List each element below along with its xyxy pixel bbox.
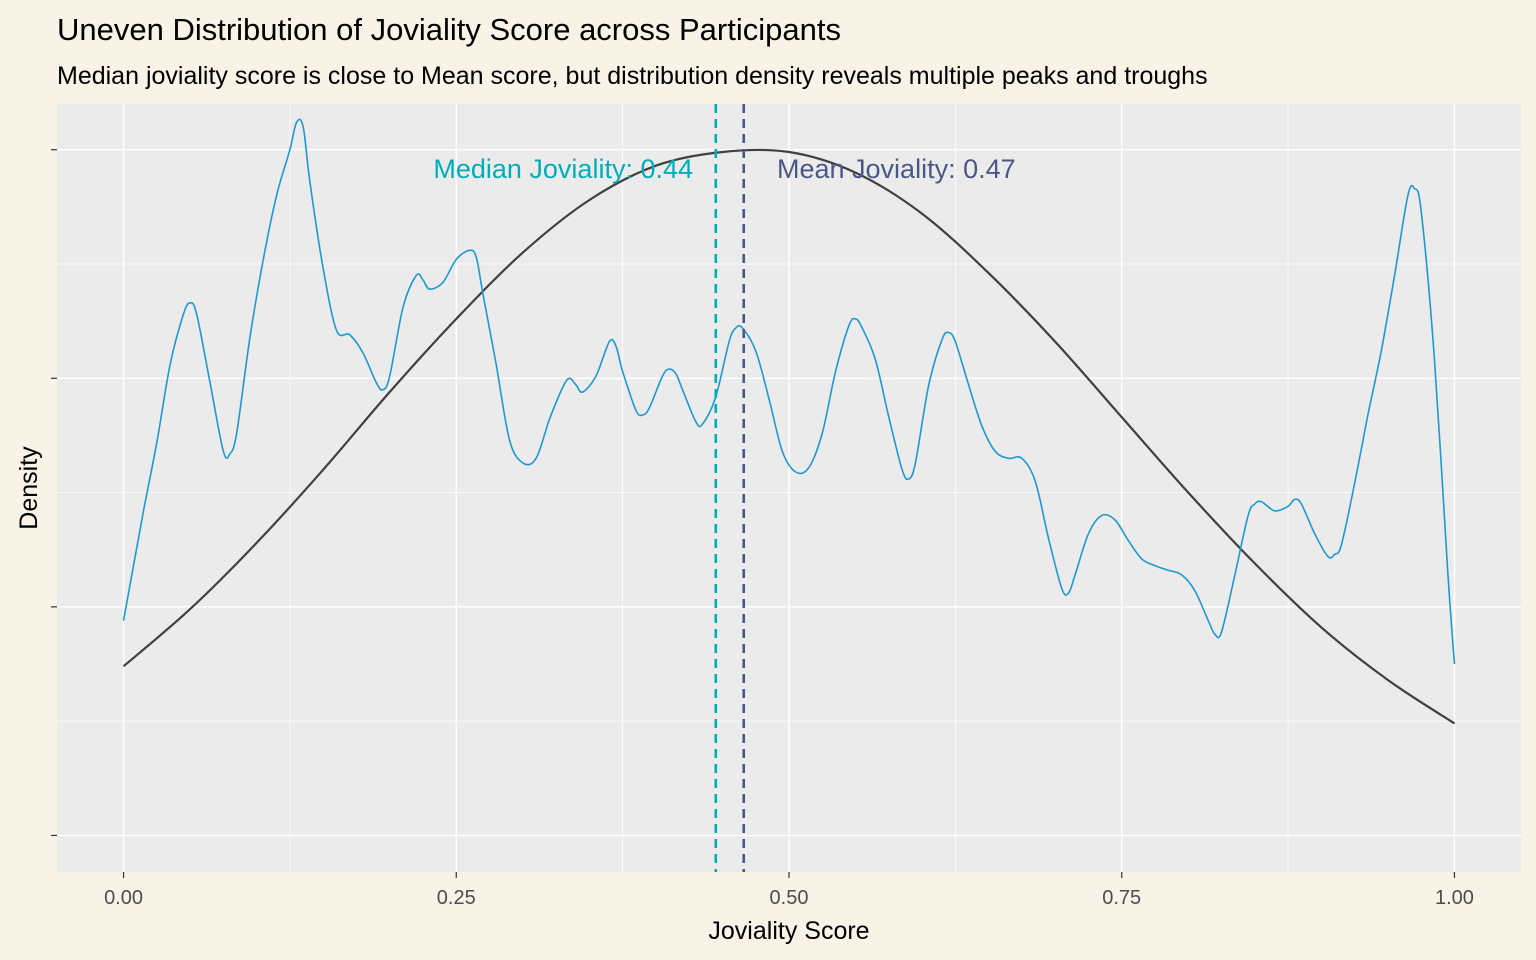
chart-subtitle: Median joviality score is close to Mean … xyxy=(57,62,1208,90)
x-tick-label: 0.75 xyxy=(1102,887,1141,909)
mean-label: Mean Joviality: 0.47 xyxy=(777,154,1016,184)
median-label: Median Joviality: 0.44 xyxy=(433,154,693,184)
x-tick-label: 0.00 xyxy=(104,887,143,909)
x-tick-label: 0.25 xyxy=(437,887,476,909)
y-axis xyxy=(51,149,57,837)
x-axis-title: Joviality Score xyxy=(708,917,869,945)
normal-curve-line xyxy=(122,148,1456,725)
y-axis-title: Density xyxy=(15,446,43,530)
x-tick-label: 0.50 xyxy=(770,887,809,909)
density-curve-line xyxy=(122,118,1456,665)
major-gridlines xyxy=(57,104,1521,872)
x-axis: 0.00 0.25 0.50 0.75 1.00 xyxy=(104,872,1474,909)
x-tick-label: 1.00 xyxy=(1435,887,1474,909)
chart-title: Uneven Distribution of Joviality Score a… xyxy=(57,12,841,47)
